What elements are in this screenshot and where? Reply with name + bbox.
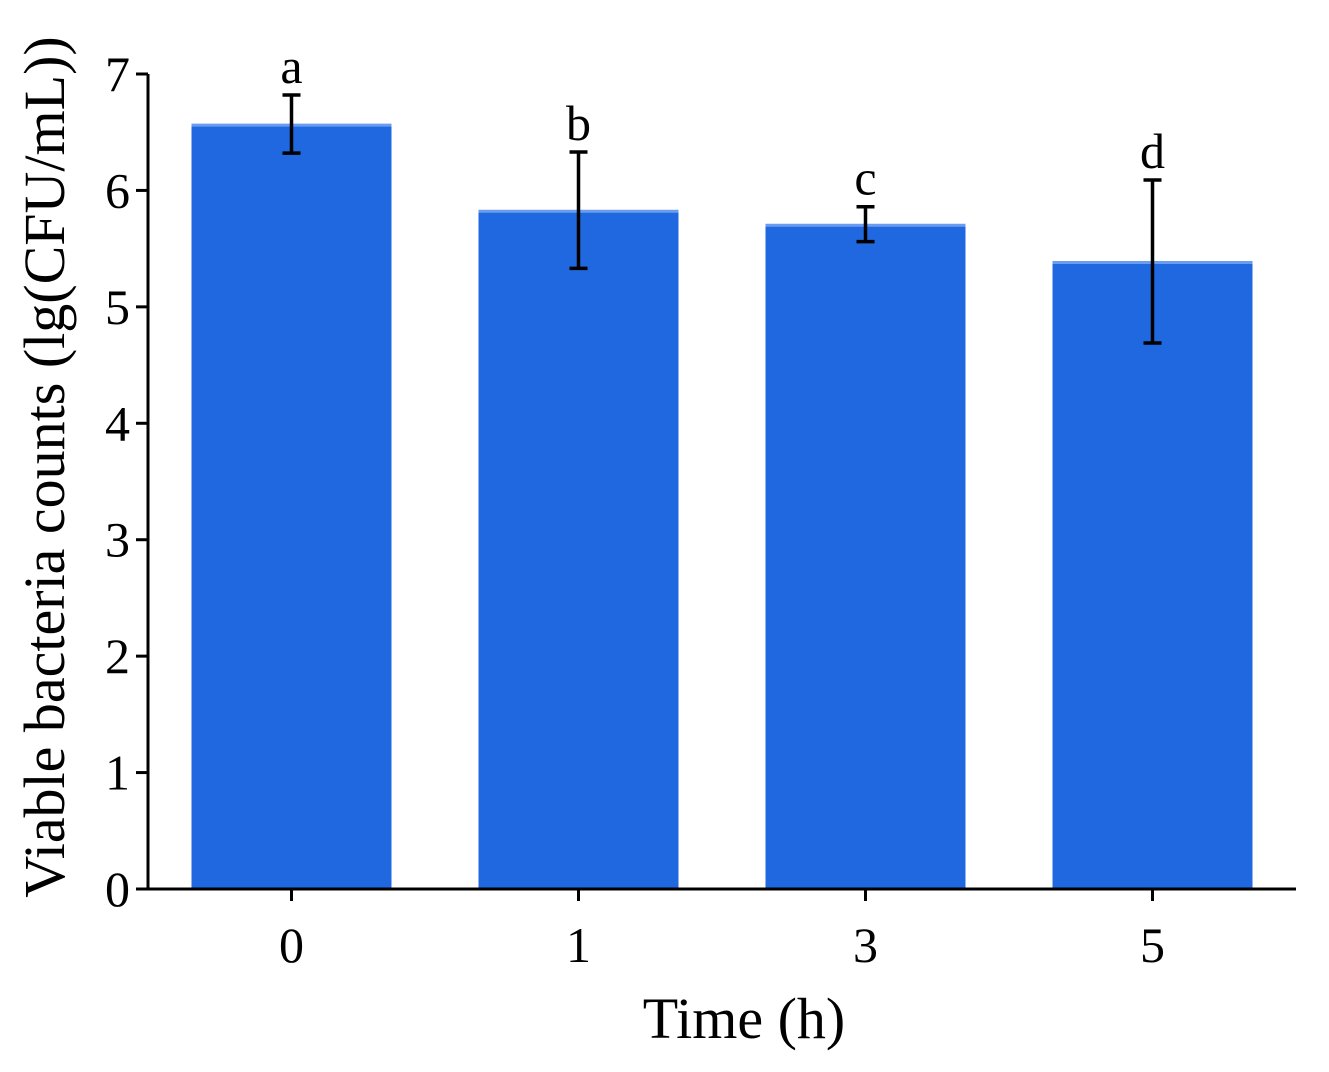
y-tick-label: 6 (105, 162, 130, 218)
y-tick-label: 1 (105, 745, 130, 801)
axes-layer (146, 74, 1296, 891)
bar-5 (1052, 261, 1253, 889)
y-tick-label: 5 (105, 279, 130, 335)
y-axis-title: Viable bacteria counts (lg(CFU/mL)) (12, 36, 77, 897)
bars-layer (191, 123, 1253, 890)
bar-0 (191, 124, 392, 890)
y-tick-label: 2 (105, 628, 130, 684)
y-tick-label: 4 (105, 395, 130, 451)
significance-label: d (1140, 123, 1165, 179)
significance-label: b (566, 95, 591, 151)
x-tick-label: 5 (1140, 917, 1165, 973)
error-bars-layer (282, 93, 1162, 345)
bar-1 (478, 210, 679, 889)
x-tick-label: 0 (279, 917, 304, 973)
x-tick-label: 1 (566, 917, 591, 973)
y-tick-label: 0 (105, 861, 130, 917)
significance-label: c (854, 150, 876, 206)
bar-3 (765, 224, 966, 889)
y-tick-label: 3 (105, 512, 130, 568)
x-ticks-layer: 0 1 3 5 (279, 889, 1165, 973)
x-tick-label: 3 (853, 917, 878, 973)
significance-labels-layer: a b c d (280, 38, 1165, 206)
x-axis-title: Time (h) (643, 986, 846, 1051)
y-tick-label: 7 (105, 46, 130, 102)
significance-label: a (280, 38, 302, 94)
y-ticks-layer: 0 1 2 3 4 5 6 7 (105, 46, 148, 917)
